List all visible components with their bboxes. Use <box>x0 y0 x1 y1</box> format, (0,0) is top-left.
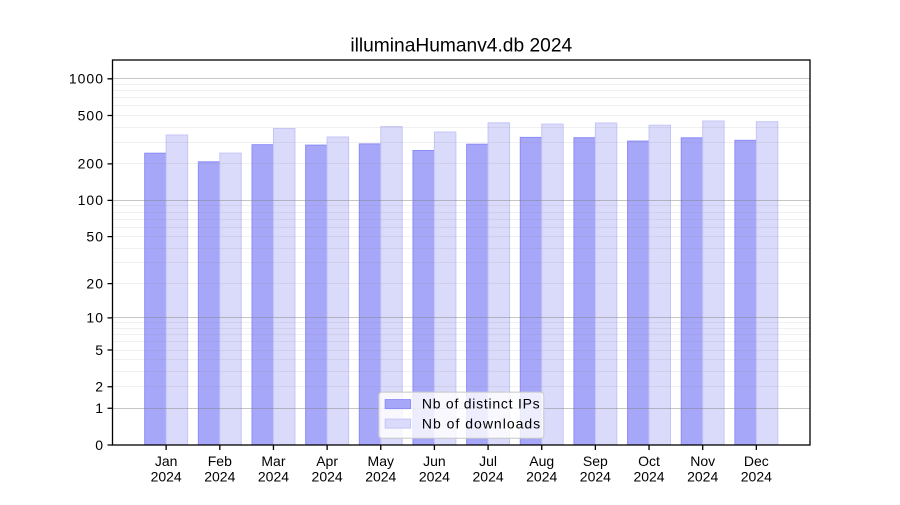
svg-text:2: 2 <box>95 379 104 395</box>
svg-text:2024: 2024 <box>473 468 504 484</box>
svg-text:May: May <box>368 453 394 469</box>
svg-text:1: 1 <box>95 400 104 416</box>
svg-text:20: 20 <box>86 275 104 291</box>
svg-text:1000: 1000 <box>69 71 104 87</box>
svg-text:Jan: Jan <box>155 453 178 469</box>
svg-text:2024: 2024 <box>633 468 664 484</box>
svg-text:5: 5 <box>95 342 104 358</box>
svg-text:2024: 2024 <box>580 468 611 484</box>
svg-text:2024: 2024 <box>687 468 718 484</box>
svg-text:10: 10 <box>86 310 104 326</box>
svg-text:0: 0 <box>95 437 104 453</box>
svg-text:Mar: Mar <box>261 453 285 469</box>
svg-text:2024: 2024 <box>419 468 450 484</box>
svg-text:Dec: Dec <box>744 453 769 469</box>
svg-text:Apr: Apr <box>316 453 338 469</box>
svg-text:Jul: Jul <box>479 453 497 469</box>
svg-text:200: 200 <box>78 156 104 172</box>
svg-text:2024: 2024 <box>312 468 343 484</box>
svg-text:Nov: Nov <box>690 453 715 469</box>
svg-text:2024: 2024 <box>526 468 557 484</box>
svg-text:Oct: Oct <box>638 453 660 469</box>
svg-text:Feb: Feb <box>208 453 232 469</box>
svg-text:Aug: Aug <box>529 453 554 469</box>
svg-text:Nb of distinct IPs: Nb of distinct IPs <box>422 396 541 412</box>
svg-text:2024: 2024 <box>204 468 235 484</box>
svg-text:2024: 2024 <box>258 468 289 484</box>
svg-text:100: 100 <box>78 192 104 208</box>
svg-text:illuminaHumanv4.db 2024: illuminaHumanv4.db 2024 <box>350 36 572 57</box>
svg-text:Nb of downloads: Nb of downloads <box>422 416 541 432</box>
svg-text:Sep: Sep <box>583 453 608 469</box>
svg-text:2024: 2024 <box>151 468 182 484</box>
svg-text:500: 500 <box>78 107 104 123</box>
svg-text:50: 50 <box>86 228 104 244</box>
svg-text:Jun: Jun <box>423 453 446 469</box>
svg-text:2024: 2024 <box>365 468 396 484</box>
svg-text:2024: 2024 <box>741 468 772 484</box>
